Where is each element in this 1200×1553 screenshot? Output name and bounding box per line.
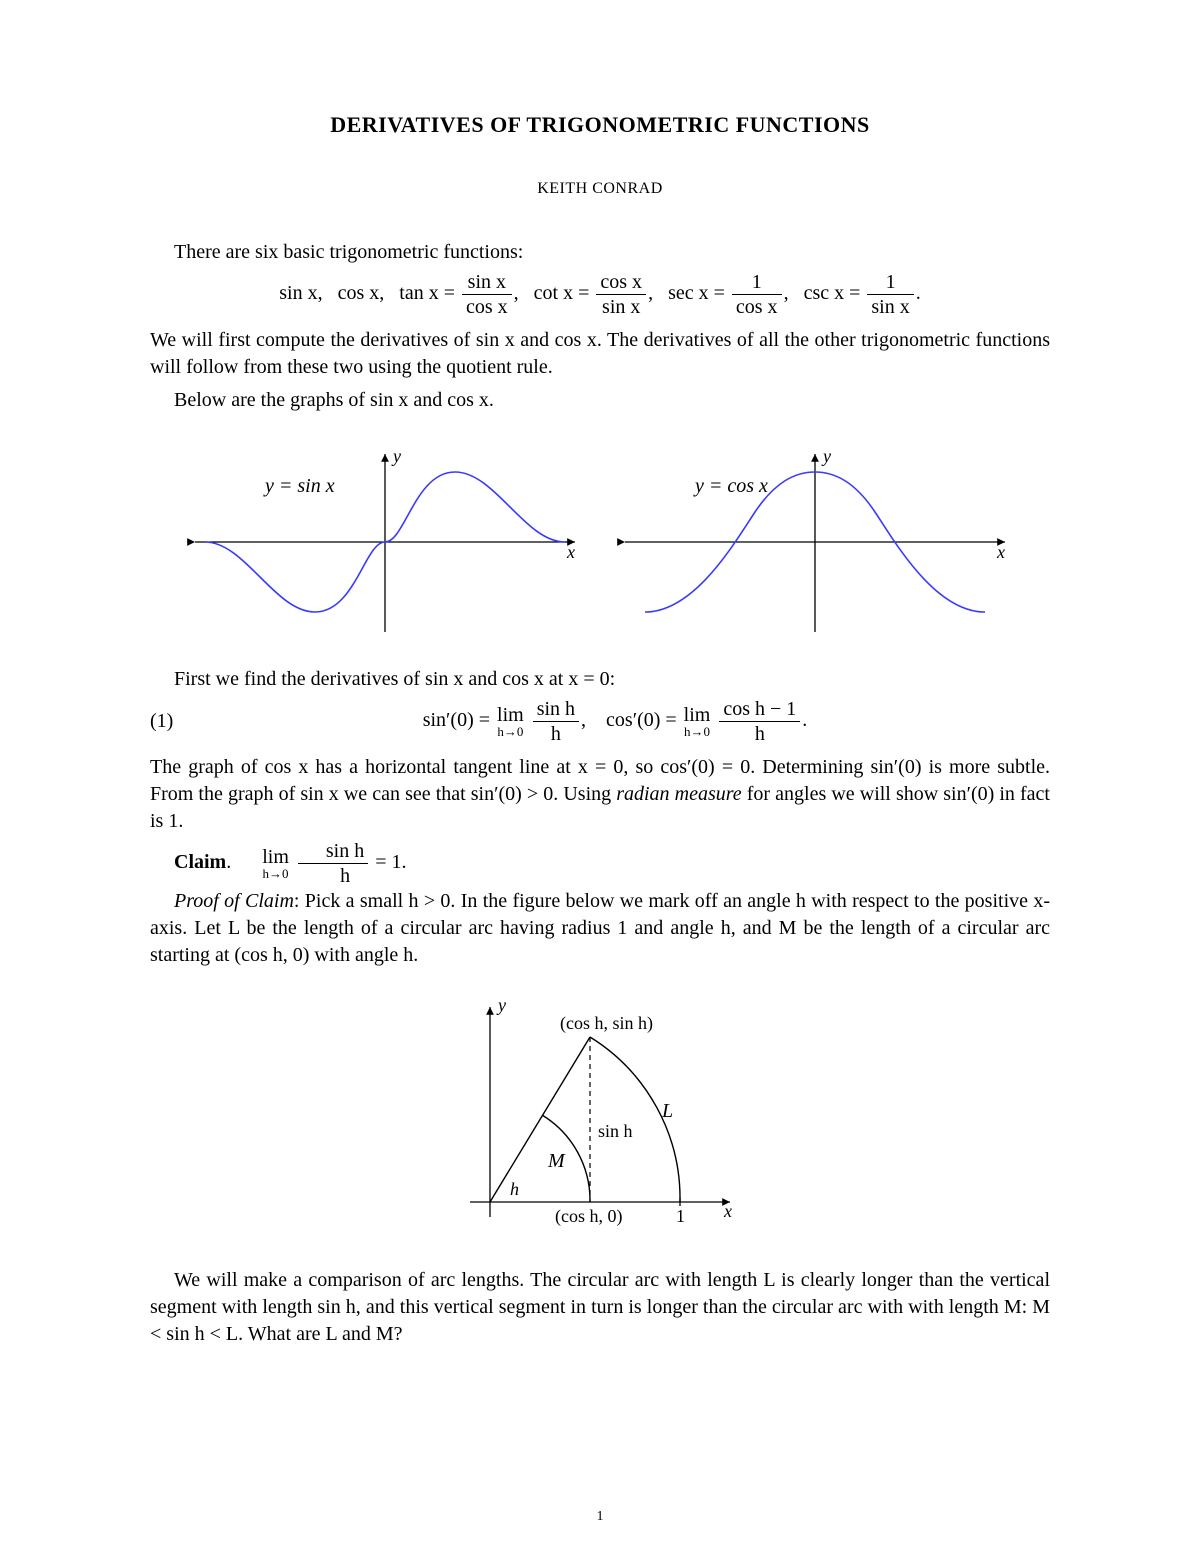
def-secx-frac: 1 cos x [732, 272, 782, 317]
point-bot-label: (cos h, 0) [555, 1206, 622, 1227]
one-label: 1 [676, 1206, 685, 1226]
paragraph-3: First we find the derivatives of sin x a… [150, 666, 1050, 693]
eq1-lim-1: lim h→0 [497, 705, 524, 738]
point-top-label: (cos h, sin h) [560, 1013, 653, 1034]
def-cosx: cos x, [338, 282, 385, 304]
eq1-cos-lhs: cos′(0) = [606, 709, 677, 731]
proof-paragraph: Proof of Claim: Pick a small h > 0. In t… [150, 888, 1050, 969]
x-axis-label: x [566, 542, 575, 562]
x-axis-label-2: x [996, 542, 1005, 562]
proof-label: Proof of Claim [174, 890, 294, 912]
intro-paragraph: There are six basic trigonometric functi… [150, 239, 1050, 266]
arc-y-label: y [496, 995, 506, 1015]
document-page: DERIVATIVES OF TRIGONOMETRIC FUNCTIONS K… [0, 0, 1200, 1553]
equation-1: (1) sin′(0) = lim h→0 sin h h , cos′(0) … [150, 699, 1050, 744]
eq-number: (1) [150, 708, 180, 735]
def-tanx-lhs: tan x = [399, 282, 455, 304]
claim-line: Claim. lim h→0 sin h h = 1. [150, 841, 1050, 886]
eq1-sin-frac: sin h h [533, 699, 579, 744]
sinh-label: sin h [598, 1121, 633, 1141]
claim-lim: lim h→0 [238, 847, 289, 880]
y-axis-label: y [391, 446, 401, 466]
trig-definitions: sin x, cos x, tan x = sin x cos x , cot … [150, 272, 1050, 317]
claim-frac: sin h h [298, 841, 368, 886]
arc-figure: y x (cos h, sin h) L sin h M h (cos h, 0… [150, 987, 1050, 1247]
eq1-sin-lhs: sin′(0) = [423, 709, 490, 731]
sine-graph: y = sin x x y [185, 442, 585, 642]
def-sinx: sin x, [279, 282, 322, 304]
L-label: L [661, 1100, 673, 1122]
paragraph-1: We will first compute the derivatives of… [150, 327, 1050, 381]
page-number: 1 [0, 1508, 1200, 1527]
arc-diagram: y x (cos h, sin h) L sin h M h (cos h, 0… [430, 987, 770, 1247]
eq1-lim-2: lim h→0 [684, 705, 711, 738]
eq1-cos-frac: cos h − 1 h [719, 699, 800, 744]
def-tanx-frac: sin x cos x [462, 272, 512, 317]
sine-cosine-graphs: y = sin x x y y = cos x x y [150, 442, 1050, 642]
paragraph-6: We will make a comparison of arc lengths… [150, 1267, 1050, 1348]
author-name: KEITH CONRAD [150, 178, 1050, 200]
h-label: h [510, 1179, 519, 1199]
def-cscx-lhs: csc x = [804, 282, 861, 304]
def-cotx-lhs: cot x = [534, 282, 590, 304]
arc-x-label: x [723, 1201, 732, 1221]
paragraph-4: The graph of cos x has a horizontal tang… [150, 754, 1050, 835]
cosine-label: y = cos x [693, 475, 768, 497]
cosine-graph: y = cos x x y [615, 442, 1015, 642]
claim-label: Claim [174, 851, 226, 873]
paragraph-2: Below are the graphs of sin x and cos x. [150, 387, 1050, 414]
def-cotx-frac: cos x sin x [596, 272, 646, 317]
def-secx-lhs: sec x = [668, 282, 725, 304]
def-cscx-frac: 1 sin x [867, 272, 913, 317]
sine-label: y = sin x [263, 475, 335, 497]
M-label: M [547, 1150, 566, 1172]
page-title: DERIVATIVES OF TRIGONOMETRIC FUNCTIONS [150, 110, 1050, 140]
y-axis-label-2: y [821, 446, 831, 466]
